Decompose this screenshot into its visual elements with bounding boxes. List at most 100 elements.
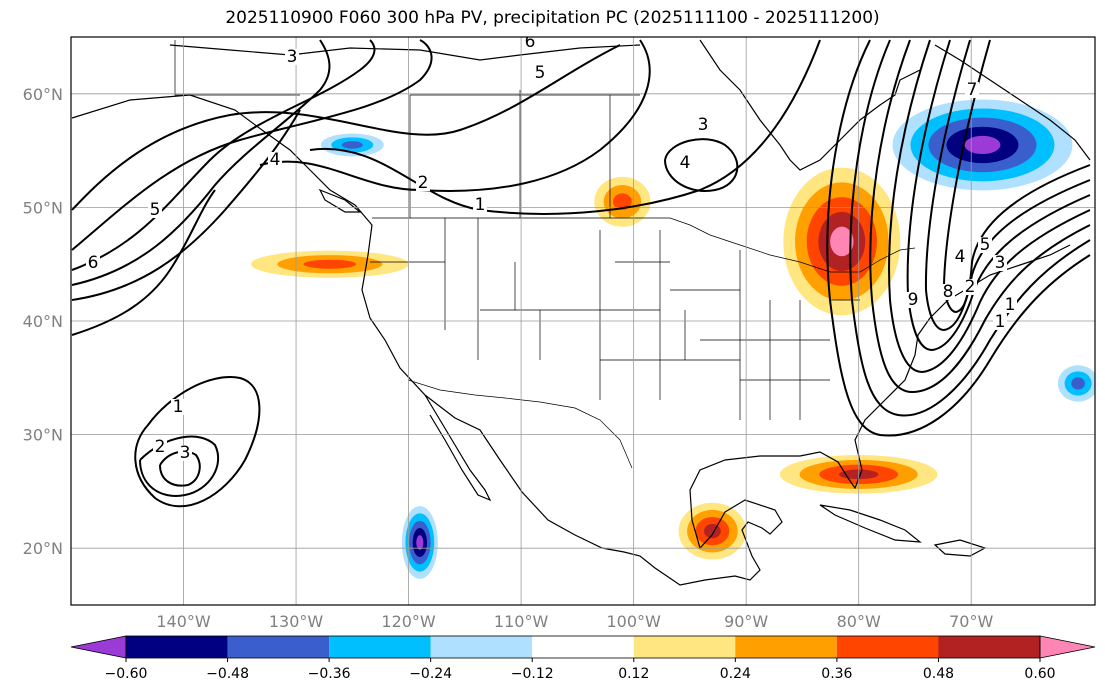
colorbar-segment bbox=[126, 636, 228, 658]
colorbar-segment bbox=[633, 636, 736, 658]
pv-contour-label: 1 bbox=[995, 312, 1006, 332]
colorbar-label: 0.48 bbox=[923, 666, 954, 682]
precip-level bbox=[704, 524, 721, 539]
lon-tick-label: 140°W bbox=[156, 612, 211, 631]
baja-peninsula bbox=[424, 394, 492, 502]
pv-label-bg bbox=[473, 197, 487, 213]
precipitation-pc-fill bbox=[251, 99, 1095, 579]
precip-level bbox=[830, 226, 854, 257]
pv-contour-label: 1 bbox=[475, 195, 486, 215]
precip-alaska-negative bbox=[320, 133, 384, 157]
pv-ridge-north-3 bbox=[71, 44, 621, 211]
pv-label-bg bbox=[906, 292, 920, 308]
colorbar-segment bbox=[938, 636, 1040, 658]
lon-tick-label: 130°W bbox=[269, 612, 324, 631]
pv-label-bg bbox=[993, 314, 1007, 330]
pv-trough-east-1 bbox=[826, 39, 1091, 437]
colorbar-label: 0.60 bbox=[1024, 666, 1055, 682]
pv-contour-label: 3 bbox=[287, 47, 298, 67]
us-state-lines bbox=[370, 218, 860, 420]
lon-tick-label: 120°W bbox=[381, 612, 436, 631]
pv-label-bg bbox=[533, 65, 547, 81]
pv-contour-pacific-1 bbox=[134, 376, 261, 508]
colorbar-segment bbox=[430, 636, 533, 658]
pv-ridge-north-2 bbox=[259, 39, 651, 192]
lon-tick-label: 90°W bbox=[724, 612, 768, 631]
precip-great-lakes-positive bbox=[783, 167, 901, 316]
pv-label-bg bbox=[978, 237, 992, 253]
labrador-coastline bbox=[934, 44, 1091, 161]
colorbar-label: −0.48 bbox=[206, 666, 249, 682]
colorbar-outline bbox=[125, 635, 1041, 659]
pv-label-bg bbox=[953, 249, 967, 265]
canada-province-lines bbox=[174, 40, 640, 218]
pv-contour-pacific-2 bbox=[139, 435, 220, 497]
lon-tick-label: 80°W bbox=[837, 612, 881, 631]
pv-trough-east-6 bbox=[924, 39, 1091, 332]
pv-contour-label: 5 bbox=[980, 235, 991, 255]
pv-contour-label: 4 bbox=[680, 153, 691, 173]
pv-ridge-north-1 bbox=[309, 39, 821, 215]
lat-tick-label: 20°N bbox=[23, 539, 63, 558]
precip-atlantic-negative bbox=[1057, 365, 1095, 402]
pv-contour-label: 2 bbox=[155, 437, 166, 457]
colorbar-label: 0.12 bbox=[618, 666, 649, 682]
pv-ridge-north-7 bbox=[71, 109, 301, 301]
pv-label-bg bbox=[965, 82, 979, 98]
us-canada-border bbox=[372, 217, 916, 273]
precip-level bbox=[1071, 377, 1085, 390]
pv-ridge-north-4 bbox=[71, 39, 433, 251]
colorbar-segment bbox=[532, 636, 634, 658]
lat-tick-label: 40°N bbox=[23, 312, 63, 331]
pv-contour-label: 5 bbox=[150, 200, 161, 220]
pv-label-bg bbox=[268, 152, 282, 168]
precip-baja-negative bbox=[401, 506, 438, 579]
colorbar-segment bbox=[836, 636, 939, 658]
pv-contour-label: 1 bbox=[173, 397, 184, 417]
pv-contour-label: 3 bbox=[995, 253, 1006, 273]
pv-contour-label: 7 bbox=[967, 80, 978, 100]
pv-label-bg bbox=[285, 49, 299, 65]
pv-contour-label: 3 bbox=[698, 115, 709, 135]
lon-tick-label: 100°W bbox=[606, 612, 661, 631]
colorbar-label: −0.12 bbox=[511, 666, 554, 682]
lat-tick-label: 50°N bbox=[23, 198, 63, 217]
pv-label-bg bbox=[696, 117, 710, 133]
lat-tick-label: 30°N bbox=[23, 426, 63, 445]
pv-contour-label: 5 bbox=[535, 63, 546, 83]
pv-closed-4 bbox=[664, 138, 739, 192]
hispaniola-outline bbox=[933, 539, 987, 557]
pv-trough-east-5 bbox=[906, 39, 1091, 352]
pv-label-bg bbox=[86, 255, 100, 271]
pv-label-bg bbox=[523, 37, 537, 50]
pv-contour-label: 4 bbox=[270, 150, 281, 170]
longitude-labels: 140°W 130°W 120°W 110°W 100°W 90°W 80°W 70°W bbox=[156, 612, 993, 631]
pv-ridge-north-6 bbox=[71, 39, 331, 286]
pv-label-bg bbox=[1003, 297, 1017, 313]
north-america-coastline bbox=[71, 94, 1071, 586]
pv-trough-east-3 bbox=[869, 39, 1091, 394]
pv-contour-label: 6 bbox=[88, 253, 99, 273]
colorbar-extend-low bbox=[70, 635, 127, 659]
colorbar: −0.60 −0.48 −0.36 −0.24 −0.12 0.12 0.24 0.36 0.4… bbox=[70, 635, 1096, 682]
precip-level bbox=[612, 193, 632, 211]
precip-level bbox=[341, 141, 363, 149]
pv-trough-east-7 bbox=[942, 39, 1091, 314]
colorbar-label: 0.36 bbox=[821, 666, 852, 682]
us-mexico-border bbox=[407, 379, 633, 469]
precip-saskatchewan-positive bbox=[594, 176, 651, 227]
precip-quebec-negative bbox=[892, 99, 1073, 191]
lon-tick-label: 110°W bbox=[494, 612, 549, 631]
colorbar-segment bbox=[735, 636, 837, 658]
pv-contour-label: 3 bbox=[180, 443, 191, 463]
pv-contour-label: 4 bbox=[955, 247, 966, 267]
lon-tick-label: 70°W bbox=[949, 612, 993, 631]
pv-label-bg bbox=[178, 445, 192, 461]
precip-pacific-nw-positive bbox=[251, 250, 409, 278]
pv-label-bg bbox=[993, 255, 1007, 271]
colorbar-extend-high bbox=[1039, 635, 1096, 659]
vancouver-island bbox=[318, 188, 362, 213]
colorbar-segment bbox=[329, 636, 431, 658]
